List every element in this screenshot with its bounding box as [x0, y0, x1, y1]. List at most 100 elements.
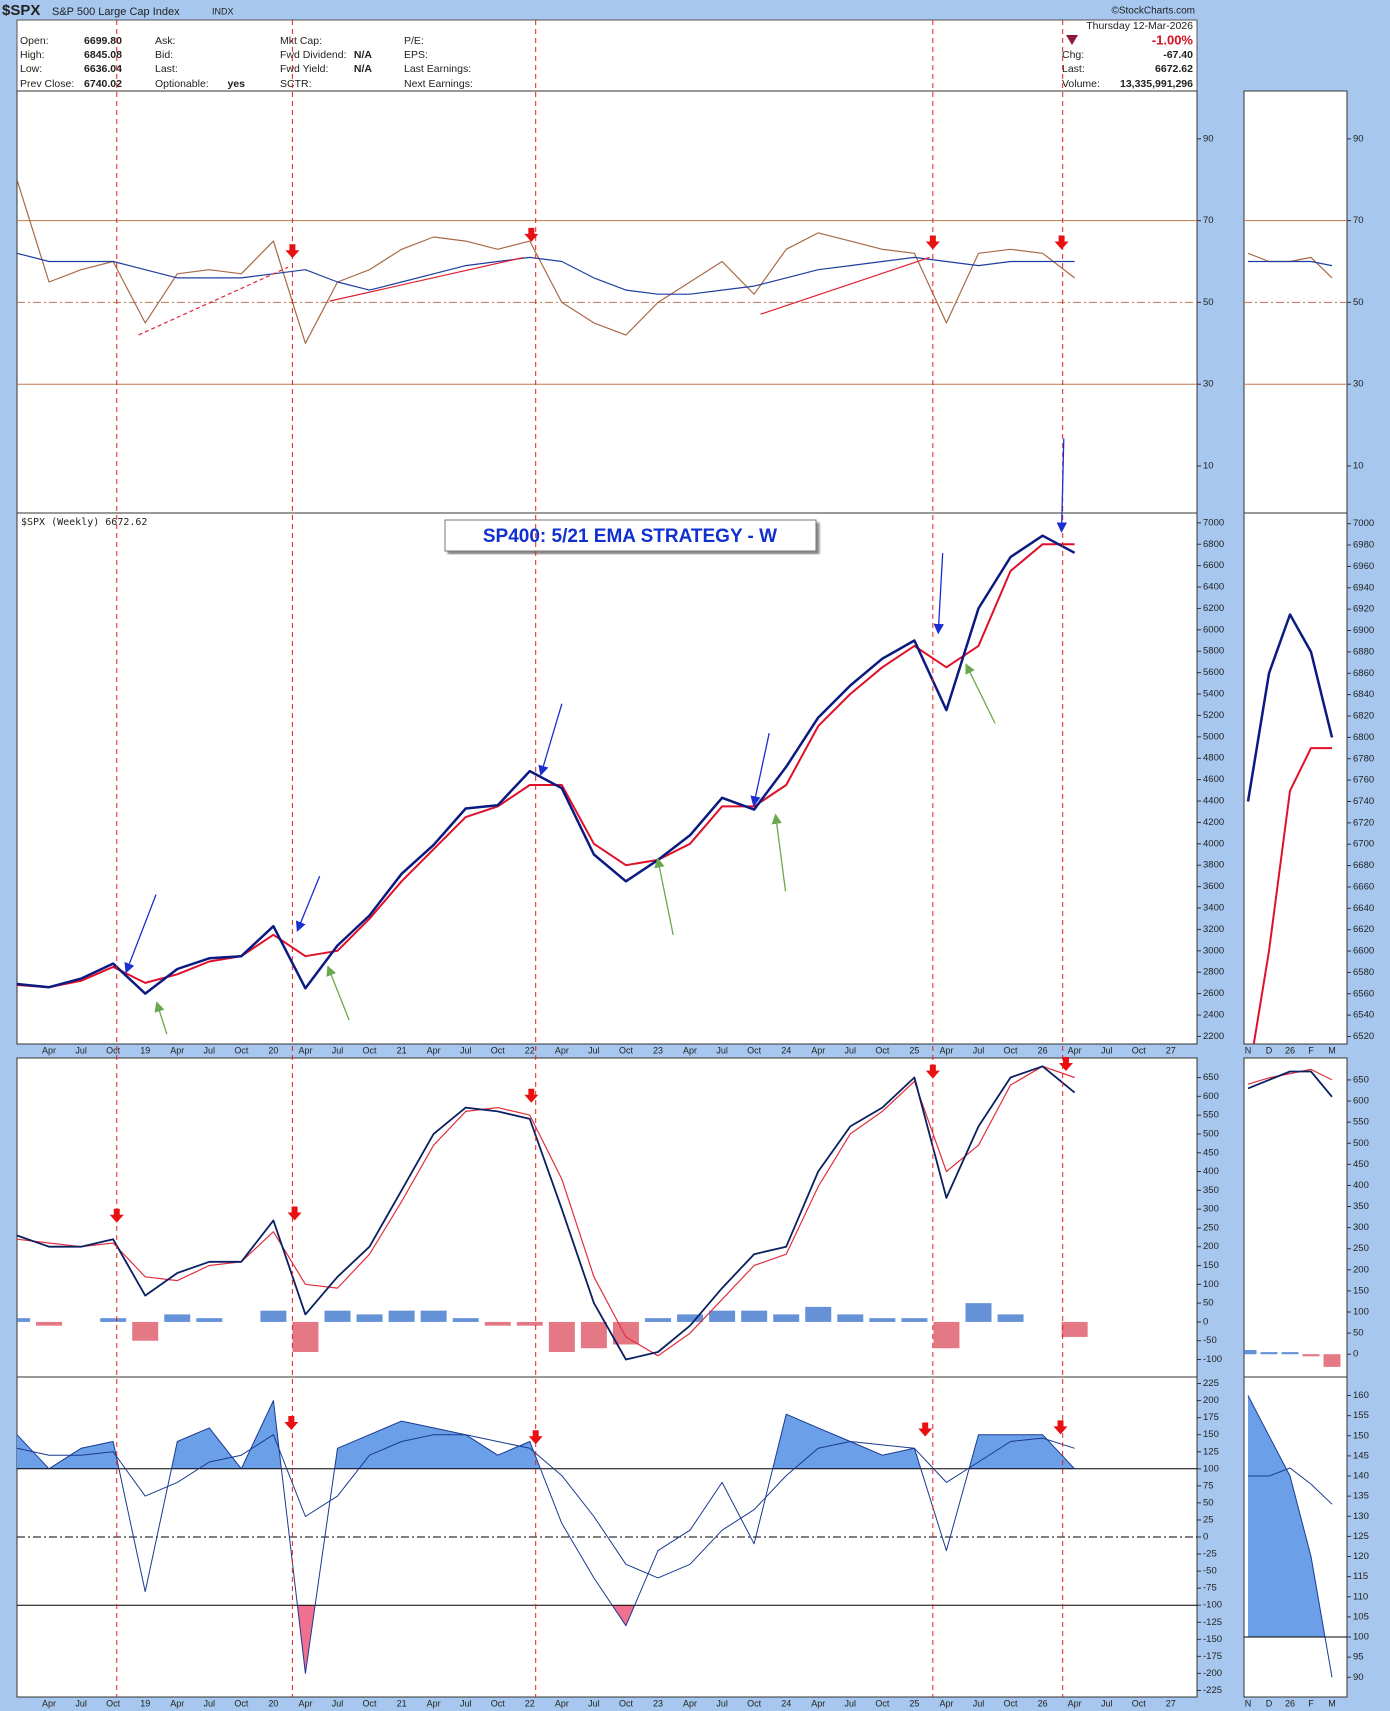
series-line — [17, 1400, 1075, 1674]
y-tick-label: 150 — [1353, 1285, 1369, 1296]
y-tick-label: 7000 — [1203, 517, 1224, 528]
quote-label: Volume: — [1062, 78, 1100, 90]
x-tick-label: Apr — [939, 1698, 953, 1708]
histogram-bar — [420, 1310, 447, 1322]
x-tick-label: 25 — [909, 1698, 919, 1708]
y-tick-label: 400 — [1203, 1166, 1219, 1177]
quote-date: Thursday 12-Mar-2026 — [1086, 20, 1193, 32]
quote-label: P/E: — [404, 35, 424, 47]
x-tick-label: Jul — [716, 1045, 728, 1055]
y-tick-label: 2200 — [1203, 1031, 1224, 1042]
y-tick-label: 5000 — [1203, 731, 1224, 742]
sell-arrow — [287, 1206, 302, 1221]
x-tick-label: 21 — [397, 1698, 407, 1708]
y-tick-label: 100 — [1353, 1307, 1369, 1318]
quote-label: Optionable: — [155, 78, 209, 90]
quote-label: Last Earnings: — [404, 63, 471, 75]
signal-arrow — [154, 1001, 168, 1035]
y-tick-label: 95 — [1353, 1652, 1364, 1663]
y-tick-label: 150 — [1203, 1429, 1219, 1440]
y-tick-label: 6960 — [1353, 561, 1374, 572]
quote-value: 6845.08 — [84, 49, 122, 61]
x-tick-label: F — [1308, 1045, 1314, 1055]
x-tick-label: Apr — [170, 1045, 184, 1055]
y-tick-label: 450 — [1353, 1159, 1369, 1170]
x-tick-label: Oct — [619, 1045, 634, 1055]
quote-label: Chg: — [1062, 49, 1084, 61]
sell-arrow — [284, 1416, 299, 1431]
quote-label: High: — [20, 49, 45, 61]
quote-value: N/A — [354, 63, 373, 75]
signal-arrow — [538, 703, 563, 777]
x-tick-label: D — [1266, 1045, 1273, 1055]
x-tick-label: 20 — [268, 1045, 278, 1055]
x-tick-label: Jul — [332, 1045, 344, 1055]
y-tick-label: 120 — [1353, 1551, 1369, 1562]
y-tick-label: 6540 — [1353, 1010, 1374, 1021]
y-tick-label: 225 — [1203, 1378, 1219, 1389]
y-tick-label: 5400 — [1203, 689, 1224, 700]
histogram-bar — [901, 1318, 928, 1322]
x-tick-label: 21 — [397, 1045, 407, 1055]
sell-arrow — [109, 1208, 124, 1223]
y-tick-label: 0 — [1203, 1316, 1208, 1327]
x-tick-label: Oct — [875, 1698, 890, 1708]
sell-arrow — [1053, 1420, 1068, 1435]
x-tick-label: Apr — [811, 1045, 825, 1055]
y-tick-label: 6800 — [1353, 732, 1374, 743]
x-tick-label: 25 — [909, 1045, 919, 1055]
credit: ©StockCharts.com — [1111, 6, 1195, 17]
x-tick-label: Oct — [234, 1045, 249, 1055]
y-tick-label: 300 — [1353, 1222, 1369, 1233]
series-line — [17, 534, 1076, 995]
y-tick-label: 6200 — [1203, 603, 1224, 614]
quote-value: 6672.62 — [1155, 63, 1193, 75]
y-tick-label: 30 — [1203, 379, 1214, 390]
x-tick-label: F — [1308, 1698, 1314, 1708]
histogram-bar — [1281, 1352, 1299, 1355]
y-tick-label: 6560 — [1353, 988, 1374, 999]
y-tick-label: 10 — [1353, 460, 1364, 471]
y-tick-label: 200 — [1203, 1395, 1219, 1406]
y-tick-label: -150 — [1203, 1634, 1222, 1645]
y-tick-label: 4400 — [1203, 796, 1224, 807]
x-tick-label: 27 — [1166, 1045, 1176, 1055]
x-tick-label: Oct — [1132, 1698, 1147, 1708]
histogram-bar — [1302, 1354, 1320, 1357]
quote-value: N/A — [354, 49, 373, 61]
y-tick-label: 2600 — [1203, 988, 1224, 999]
x-tick-label: 24 — [781, 1698, 791, 1708]
histogram-bar — [965, 1303, 992, 1322]
signal-arrow — [295, 875, 321, 932]
y-tick-label: 150 — [1353, 1430, 1369, 1441]
histogram-bar — [741, 1310, 768, 1322]
panel-plot — [1246, 613, 1334, 1044]
x-tick-label: 24 — [781, 1045, 791, 1055]
x-tick-label: 26 — [1285, 1698, 1295, 1708]
y-tick-label: -225 — [1203, 1685, 1222, 1696]
x-tick-label: Oct — [363, 1045, 378, 1055]
y-tick-label: 150 — [1203, 1260, 1219, 1271]
y-tick-label: 50 — [1203, 1298, 1214, 1309]
x-tick-label: Jul — [716, 1698, 728, 1708]
y-tick-label: 100 — [1203, 1279, 1219, 1290]
sell-arrow — [524, 227, 539, 242]
series-line — [1252, 747, 1332, 1044]
panel-background — [16, 1057, 1198, 1378]
histogram-bar — [1260, 1352, 1278, 1355]
series-line — [1247, 1068, 1333, 1085]
y-tick-label: 5800 — [1203, 646, 1224, 657]
x-tick-label: Oct — [363, 1698, 378, 1708]
y-tick-label: 4200 — [1203, 817, 1224, 828]
histogram-bar — [933, 1321, 960, 1349]
x-tick-label: Apr — [427, 1698, 441, 1708]
x-tick-label: Apr — [170, 1698, 184, 1708]
y-tick-label: 3800 — [1203, 860, 1224, 871]
quote-value: 6740.02 — [84, 78, 122, 90]
y-tick-label: 90 — [1353, 133, 1364, 144]
series-line — [17, 1065, 1075, 1357]
quote-label: Low: — [20, 63, 42, 75]
quote-value: yes — [227, 78, 245, 90]
y-tick-label: 6760 — [1353, 775, 1374, 786]
